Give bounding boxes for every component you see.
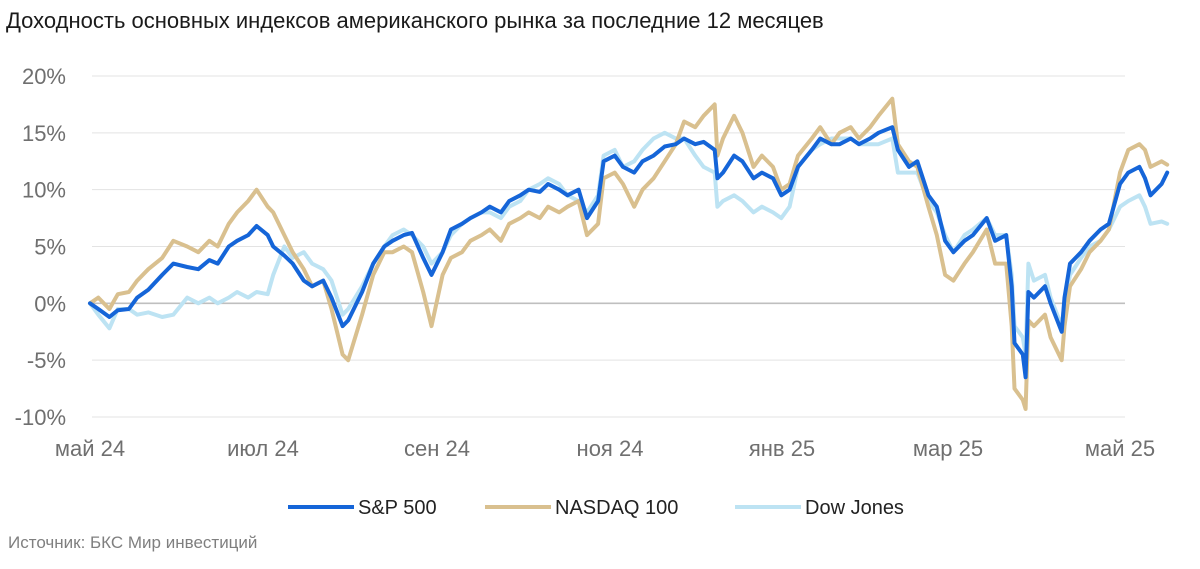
x-tick-label: янв 25 [749, 436, 815, 461]
legend-item: S&P 500 [288, 497, 437, 519]
legend-label: Dow Jones [805, 497, 904, 519]
x-tick-label: май 25 [1085, 436, 1155, 461]
series-line-nasdaq-100 [88, 96, 1170, 411]
legend-label: S&P 500 [358, 497, 437, 519]
y-tick-label: 15% [22, 121, 66, 146]
y-tick-label: 10% [22, 178, 66, 203]
y-tick-label: -5% [27, 348, 66, 373]
x-tick-label: мар 25 [913, 436, 983, 461]
legend-item: NASDAQ 100 [485, 497, 678, 519]
legend-label: NASDAQ 100 [555, 497, 678, 519]
x-tick-label: ноя 24 [577, 436, 644, 461]
series-line-s-p-500 [88, 125, 1170, 380]
y-tick-label: 20% [22, 64, 66, 89]
y-tick-label: 0% [34, 291, 66, 316]
x-tick-label: сен 24 [404, 436, 470, 461]
series-line-dow-jones [88, 130, 1170, 357]
series-lines [88, 96, 1170, 411]
legend-item: Dow Jones [735, 497, 904, 519]
gridlines [92, 75, 1125, 418]
x-tick-label: июл 24 [227, 436, 299, 461]
source-note: Источник: БКС Мир инвестиций [8, 533, 258, 552]
chart-title: Доходность основных индексов американско… [6, 8, 824, 33]
y-tick-label: -10% [15, 405, 66, 430]
y-axis: 20% 15% 10% 5% 0% -5% -10% [15, 64, 66, 430]
x-tick-label: май 24 [55, 436, 125, 461]
x-axis: май 24 июл 24 сен 24 ноя 24 янв 25 мар 25 май … [55, 436, 1155, 461]
legend: S&P 500 NASDAQ 100 Dow Jones [288, 497, 904, 519]
y-tick-label: 5% [34, 235, 66, 260]
